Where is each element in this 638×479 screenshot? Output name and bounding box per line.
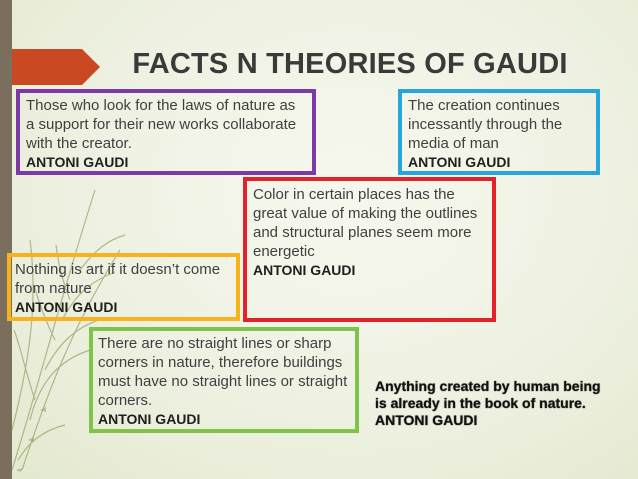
quote-box-red: Color in certain places has the great va… <box>243 177 496 322</box>
quote-text: There are no straight lines or sharp cor… <box>98 335 348 409</box>
slide-title: FACTS N THEORIES OF GAUDI <box>132 48 568 80</box>
quote-text: Nothing is art if it doesn’t come from n… <box>15 261 221 297</box>
quote-box-blue: The creation continues incessantly throu… <box>398 89 600 175</box>
quote-author: ANTONI GAUDI <box>375 412 478 428</box>
quote-author: ANTONI GAUDI <box>253 262 356 278</box>
quote-text: Those who look for the laws of nature as… <box>26 97 297 152</box>
quote-author: ANTONI GAUDI <box>408 154 511 170</box>
quote-author: ANTONI GAUDI <box>98 411 201 427</box>
quote-box-purple: Those who look for the laws of nature as… <box>16 89 316 175</box>
quote-text: Anything created by human being is alrea… <box>375 378 601 411</box>
quote-author: ANTONI GAUDI <box>15 299 118 315</box>
quote-author: ANTONI GAUDI <box>26 154 129 170</box>
quote-box-yellow: Nothing is art if it doesn’t come from n… <box>7 253 240 321</box>
left-border-bar <box>0 0 12 479</box>
free-quote: Anything created by human being is alrea… <box>375 378 615 429</box>
quote-text: Color in certain places has the great va… <box>253 186 478 260</box>
quote-box-green: There are no straight lines or sharp cor… <box>89 327 359 433</box>
quote-text: The creation continues incessantly throu… <box>408 97 563 152</box>
title-arrow-icon <box>12 49 100 85</box>
